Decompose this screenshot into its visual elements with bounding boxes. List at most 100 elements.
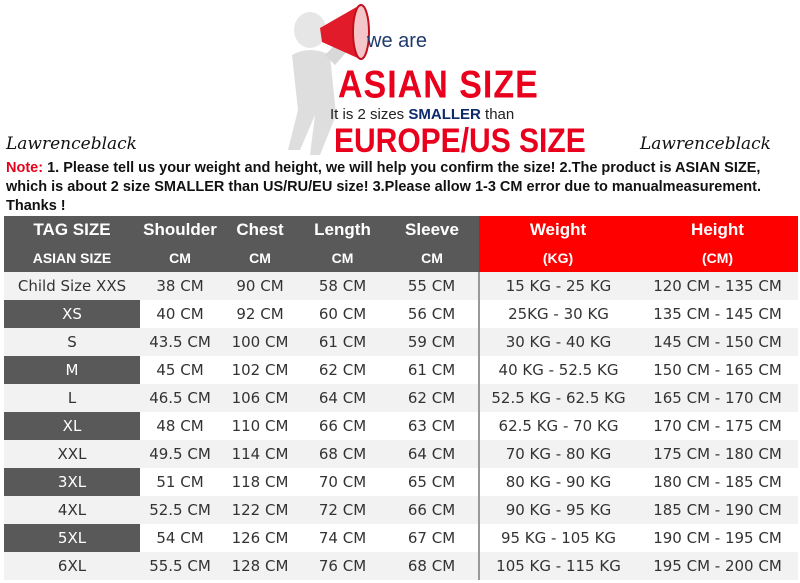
table-cell: 100 CM <box>220 328 300 356</box>
size-table: TAG SIZE Shoulder Chest Length Sleeve Weight H… <box>4 216 798 580</box>
table-cell: 68 CM <box>385 552 479 580</box>
header-cell: Weight <box>479 216 637 244</box>
tag-size-cell: 5XL <box>4 524 140 552</box>
table-cell: 55.5 CM <box>140 552 220 580</box>
header-cell: Sleeve <box>385 216 479 244</box>
table-cell: 61 CM <box>300 328 385 356</box>
header-cell: CM <box>385 244 479 272</box>
table-cell: 72 CM <box>300 496 385 524</box>
note: Note: 1. Please tell us your weight and … <box>6 159 796 216</box>
note-label: Note: <box>6 160 44 176</box>
table-row: 6XL 55.5 CM 128 CM 76 CM 68 CM 105 KG - 115 K… <box>4 552 798 580</box>
table-cell: 61 CM <box>385 356 479 384</box>
header-cell: CM <box>140 244 220 272</box>
table-row: 4XL 52.5 CM 122 CM 72 CM 66 CM 90 KG - 95 KG 1… <box>4 496 798 524</box>
banner-asian-size: ASIAN SIZE <box>338 63 539 107</box>
table-cell: 58 CM <box>300 272 385 300</box>
table-cell: 110 CM <box>220 412 300 440</box>
table-cell: 190 CM - 195 CM <box>637 524 798 552</box>
tag-size-cell: XL <box>4 412 140 440</box>
tag-size-cell: S <box>4 328 140 356</box>
table-cell: 45 CM <box>140 356 220 384</box>
table-cell: 128 CM <box>220 552 300 580</box>
table-cell: 70 CM <box>300 468 385 496</box>
table-cell: 38 CM <box>140 272 220 300</box>
table-cell: 165 CM - 170 CM <box>637 384 798 412</box>
table-cell: 54 CM <box>140 524 220 552</box>
table-cell: 114 CM <box>220 440 300 468</box>
table-cell: 70 KG - 80 KG <box>478 440 637 468</box>
table-cell: 52.5 CM <box>140 496 220 524</box>
header-cell: TAG SIZE <box>4 216 140 244</box>
table-cell: 105 KG - 115 KG <box>478 552 637 580</box>
banner-smaller-line: It is 2 sizes SMALLER than <box>330 106 514 123</box>
table-cell: 135 CM - 145 CM <box>637 300 798 328</box>
table-cell: 68 CM <box>300 440 385 468</box>
table-row: XL 48 CM 110 CM 66 CM 63 CM 62.5 KG - 70 KG 17… <box>4 412 798 440</box>
tag-size-cell: M <box>4 356 140 384</box>
header-row: TAG SIZE Shoulder Chest Length Sleeve Weight H… <box>4 216 798 244</box>
table-row: L 46.5 CM 106 CM 64 CM 62 CM 52.5 KG - 62.5 K… <box>4 384 798 412</box>
table-cell: 66 CM <box>385 496 479 524</box>
table-cell: 30 KG - 40 KG <box>478 328 637 356</box>
table-cell: 102 CM <box>220 356 300 384</box>
table-cell: 76 CM <box>300 552 385 580</box>
table-cell: 67 CM <box>385 524 479 552</box>
table-cell: 52.5 KG - 62.5 KG <box>478 384 637 412</box>
table-cell: 92 CM <box>220 300 300 328</box>
table-cell: 43.5 CM <box>140 328 220 356</box>
line-bold: SMALLER <box>408 106 481 123</box>
header-cell: (CM) <box>637 244 798 272</box>
table-cell: 126 CM <box>220 524 300 552</box>
table-row: 3XL 51 CM 118 CM 70 CM 65 CM 80 KG - 90 KG 180… <box>4 468 798 496</box>
table-cell: 185 CM - 190 CM <box>637 496 798 524</box>
table-cell: 120 CM - 135 CM <box>637 272 798 300</box>
table-cell: 150 CM - 165 CM <box>637 356 798 384</box>
table-cell: 122 CM <box>220 496 300 524</box>
table-cell: 56 CM <box>385 300 479 328</box>
tag-size-cell: 6XL <box>4 552 140 580</box>
header-cell: Length <box>300 216 385 244</box>
table-cell: 64 CM <box>385 440 479 468</box>
header-cell: Height <box>637 216 798 244</box>
table-cell: 62 CM <box>300 356 385 384</box>
table-cell: 62.5 KG - 70 KG <box>478 412 637 440</box>
tag-size-cell: 3XL <box>4 468 140 496</box>
table-row: XS 40 CM 92 CM 60 CM 56 CM 25KG - 30 KG 135 CM… <box>4 300 798 328</box>
header-cell: Shoulder <box>140 216 220 244</box>
table-cell: 49.5 CM <box>140 440 220 468</box>
megaphone-figure-icon <box>288 4 370 155</box>
table-cell: 95 KG - 105 KG <box>478 524 637 552</box>
table-row: M 45 CM 102 CM 62 CM 61 CM 40 KG - 52.5 KG 150… <box>4 356 798 384</box>
tag-size-cell: XS <box>4 300 140 328</box>
table-cell: 15 KG - 25 KG <box>478 272 637 300</box>
header-cell: (KG) <box>479 244 637 272</box>
table-cell: 106 CM <box>220 384 300 412</box>
tag-size-cell: 4XL <box>4 496 140 524</box>
brand-right: Lawrenceblack <box>640 134 771 154</box>
line-suffix: than <box>485 106 515 123</box>
table-cell: 60 CM <box>300 300 385 328</box>
table-row: Child Size XXS 38 CM 90 CM 58 CM 55 CM 15 KG … <box>4 272 798 300</box>
table-cell: 48 CM <box>140 412 220 440</box>
table-cell: 118 CM <box>220 468 300 496</box>
table-cell: 64 CM <box>300 384 385 412</box>
banner-europe-us-size: EUROPE/US SIZE <box>334 122 586 160</box>
line-prefix: It is 2 sizes <box>330 106 405 123</box>
table-cell: 59 CM <box>385 328 479 356</box>
table-cell: 25KG - 30 KG <box>478 300 637 328</box>
table-cell: 55 CM <box>385 272 479 300</box>
table-cell: 80 KG - 90 KG <box>478 468 637 496</box>
tag-size-cell: L <box>4 384 140 412</box>
table-row: 5XL 54 CM 126 CM 74 CM 67 CM 95 KG - 105 KG 19… <box>4 524 798 552</box>
table-cell: 90 KG - 95 KG <box>478 496 637 524</box>
table-cell: 170 CM - 175 CM <box>637 412 798 440</box>
table-cell: 180 CM - 185 CM <box>637 468 798 496</box>
header-cell: CM <box>300 244 385 272</box>
header-cell: ASIAN SIZE <box>4 244 140 272</box>
table-cell: 51 CM <box>140 468 220 496</box>
table-row: XXL 49.5 CM 114 CM 68 CM 64 CM 70 KG - 80 KG 1… <box>4 440 798 468</box>
table-row: S 43.5 CM 100 CM 61 CM 59 CM 30 KG - 40 KG 145… <box>4 328 798 356</box>
table-cell: 195 CM - 200 CM <box>637 552 798 580</box>
